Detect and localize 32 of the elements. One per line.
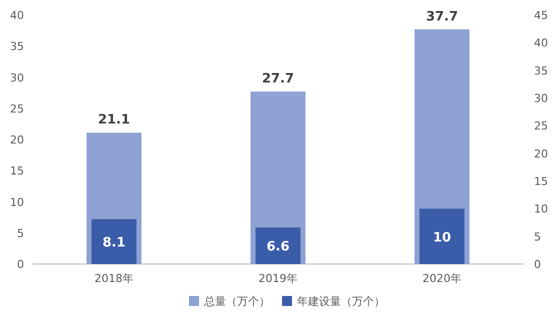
data-label: 6.6 <box>266 240 290 255</box>
bar <box>420 208 464 264</box>
y-tick-label: 40 <box>10 9 24 22</box>
y2-tick-label: 0 <box>534 258 541 271</box>
y-tick-label: 10 <box>10 196 24 209</box>
data-label: 8.1 <box>102 236 126 251</box>
y-tick-label: 30 <box>10 71 24 84</box>
x-tick-label: 2019年 <box>258 272 298 285</box>
data-label: 27.7 <box>262 72 294 87</box>
y2-tick-label: 20 <box>534 147 548 160</box>
y2-tick-label: 30 <box>534 92 548 105</box>
y2-tick-label: 35 <box>534 64 548 78</box>
y2-tick-label: 15 <box>534 175 548 188</box>
x-tick-label: 2018年 <box>94 272 134 285</box>
legend-label: 总量（万个） <box>203 295 270 308</box>
y-tick-label: 0 <box>17 258 24 271</box>
data-label: 21.1 <box>98 112 130 128</box>
y-tick-label: 35 <box>10 40 24 54</box>
y-tick-label: 25 <box>10 102 24 116</box>
bar <box>256 227 300 264</box>
data-label: 37.7 <box>426 9 458 24</box>
y-tick-label: 20 <box>10 134 24 146</box>
y2-tick-label: 10 <box>534 202 548 216</box>
y2-tick-label: 45 <box>534 9 548 22</box>
x-tick-label: 2020年 <box>422 272 462 285</box>
y2-tick-label: 5 <box>534 230 541 244</box>
y2-tick-label: 40 <box>534 36 548 50</box>
data-label: 10 <box>432 230 452 246</box>
legend-label: 年建设量（万个） <box>297 295 385 308</box>
y-tick-label: 15 <box>10 164 24 178</box>
y2-tick-label: 25 <box>534 120 548 133</box>
y-tick-label: 5 <box>17 226 24 240</box>
